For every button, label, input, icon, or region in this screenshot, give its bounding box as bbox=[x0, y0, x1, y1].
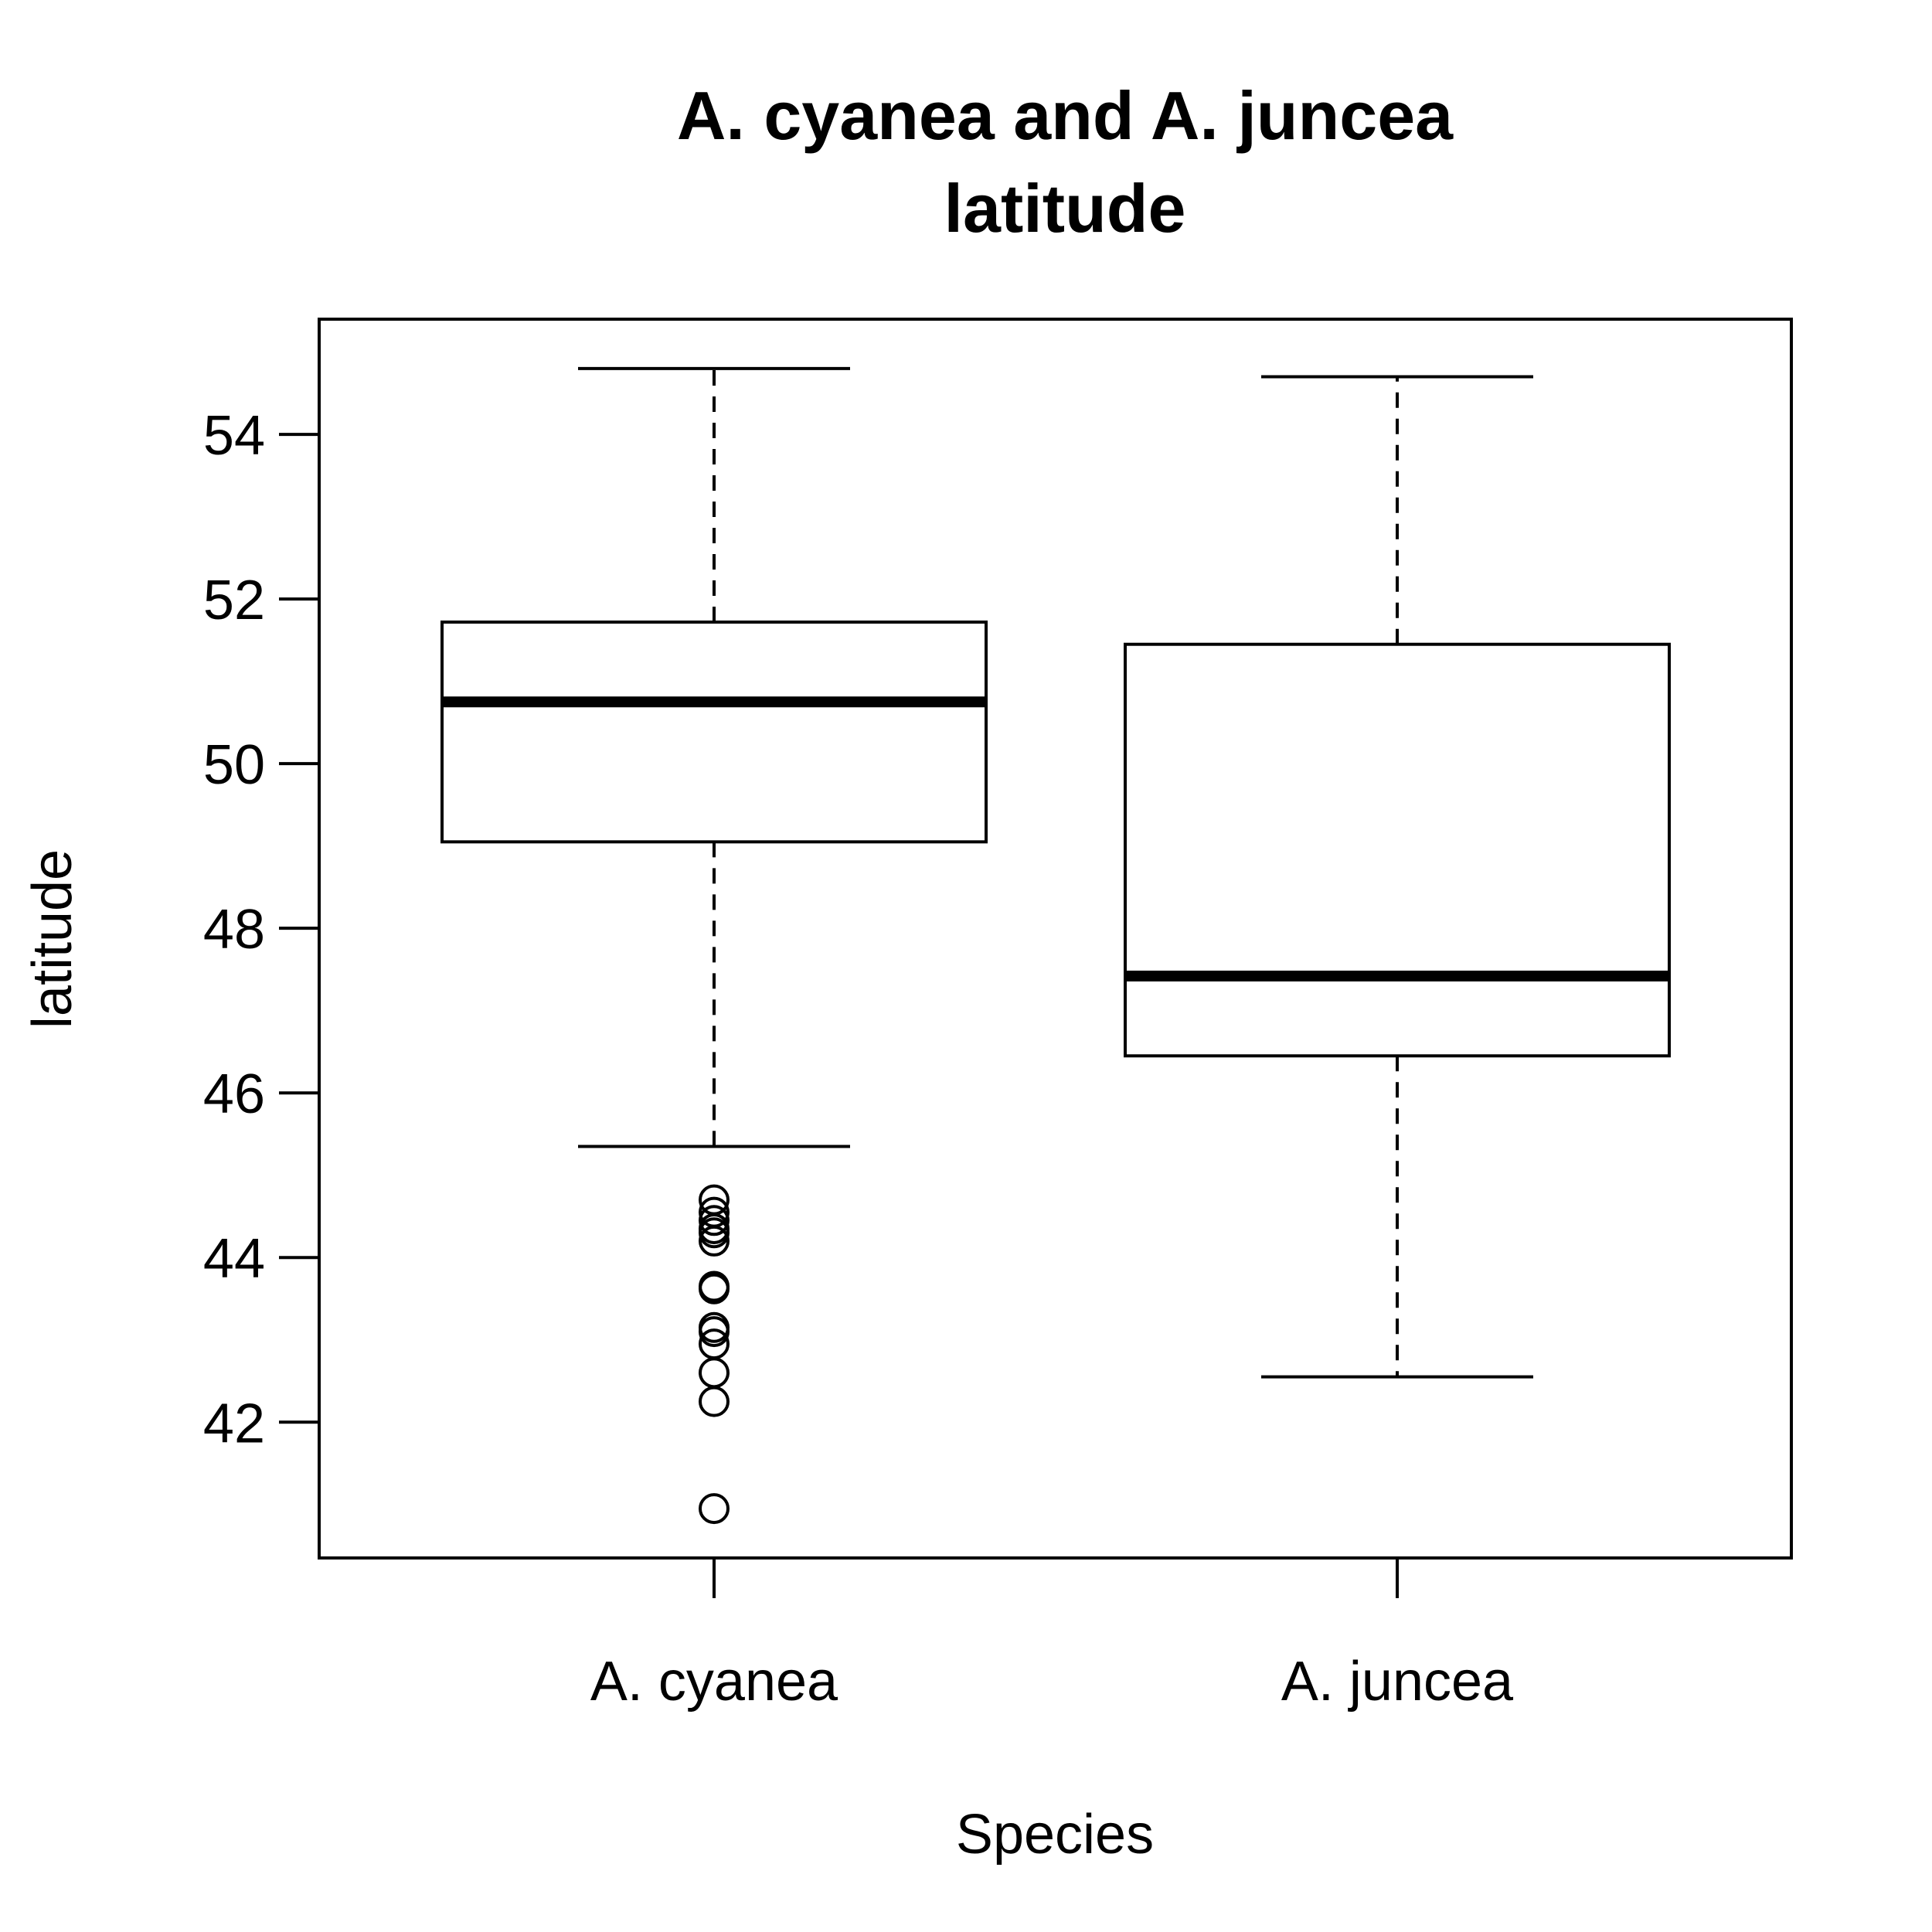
y-tick-label: 54 bbox=[203, 405, 265, 467]
outlier-point bbox=[699, 1217, 730, 1249]
x-tick-label: A. cyanea bbox=[590, 1651, 838, 1713]
y-tick-label: 42 bbox=[203, 1393, 265, 1454]
y-tick-label: 48 bbox=[203, 899, 265, 961]
outlier-point bbox=[699, 1386, 730, 1417]
outlier-point bbox=[699, 1225, 730, 1257]
y-tick-label: 52 bbox=[203, 570, 265, 631]
y-axis: 42 44 46 48 50 52 54 bbox=[203, 405, 321, 1454]
interquartile-box bbox=[1124, 642, 1671, 1058]
y-tick-label: 50 bbox=[203, 734, 265, 796]
chart-title-line-2: latitude bbox=[944, 170, 1186, 247]
x-axis-label: Species bbox=[956, 1804, 1154, 1866]
y-tick-label: 44 bbox=[203, 1228, 265, 1290]
box-group bbox=[1124, 375, 1671, 1379]
x-axis: A. cyanea A. juncea bbox=[590, 1558, 1514, 1713]
x-tick-label: A. juncea bbox=[1281, 1651, 1514, 1713]
box-series bbox=[440, 366, 1671, 1525]
chart-title-line-1: A. cyanea and A. juncea bbox=[677, 77, 1454, 154]
outlier-point bbox=[699, 1270, 730, 1302]
outlier-point bbox=[699, 1357, 730, 1389]
outlier-point bbox=[699, 1316, 730, 1348]
y-axis-label: latitude bbox=[22, 849, 83, 1029]
y-tick-label: 46 bbox=[203, 1063, 265, 1125]
outlier-point bbox=[699, 1493, 730, 1525]
outlier-point bbox=[699, 1273, 730, 1304]
box-group bbox=[440, 366, 988, 1525]
outlier-point bbox=[699, 1205, 730, 1236]
outlier-point bbox=[699, 1328, 730, 1360]
interquartile-box bbox=[440, 620, 988, 844]
